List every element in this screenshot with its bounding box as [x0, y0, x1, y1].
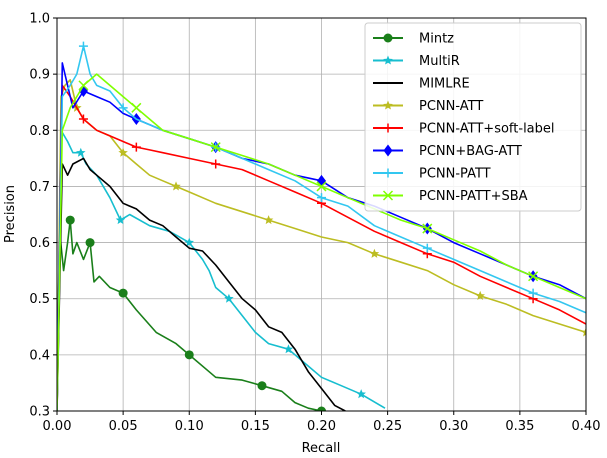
legend-item: PCNN-PATT	[373, 167, 491, 182]
legend-item: PCNN+BAG-ATT	[373, 144, 522, 159]
x-tick-label: 0.00	[43, 419, 72, 434]
legend-marker	[383, 33, 393, 43]
x-tick-label: 0.15	[241, 419, 270, 434]
data-point	[118, 288, 128, 298]
legend-item: MIMLRE	[373, 77, 470, 92]
data-point	[356, 389, 366, 399]
y-tick-label: 0.3	[29, 405, 50, 420]
data-point	[224, 293, 234, 303]
x-tick-label: 0.30	[439, 419, 468, 434]
data-point	[131, 142, 141, 152]
data-point	[528, 271, 539, 282]
series-pcnn-patt	[57, 41, 586, 411]
legend-label: PCNN-ATT	[419, 99, 483, 114]
legend-label: MIMLRE	[419, 77, 470, 92]
data-point	[317, 406, 326, 411]
y-tick-label: 0.5	[29, 292, 50, 307]
x-tick-label: 0.20	[307, 419, 336, 434]
x-axis-title: Recall	[302, 441, 341, 456]
axis-ticks: 0.00 0.05 0.10 0.15 0.20 0.25 0.30 0.35 0.40 0.3 0…	[29, 12, 600, 435]
data-point	[257, 381, 267, 391]
legend-marker	[383, 123, 393, 133]
series-mintz	[57, 215, 326, 411]
series-line	[57, 84, 586, 411]
data-point	[317, 193, 326, 203]
legend-label: PCNN-PATT	[419, 167, 491, 182]
data-point	[78, 80, 89, 91]
y-tick-label: 0.6	[29, 236, 50, 251]
data-point	[171, 181, 181, 191]
x-tick-label: 0.40	[572, 419, 601, 434]
legend-item: PCNN-ATT+soft-label	[373, 122, 555, 137]
legend-box	[364, 22, 582, 212]
data-point	[283, 344, 294, 354]
y-tick-label: 0.7	[29, 180, 50, 195]
data-point	[118, 147, 128, 157]
data-point	[422, 243, 432, 253]
data-point	[115, 215, 126, 225]
legend-label: PCNN+BAG-ATT	[419, 144, 522, 159]
x-tick-label: 0.10	[175, 419, 204, 434]
data-point	[528, 288, 538, 298]
legend-item: MultiR	[373, 54, 460, 69]
legend-marker	[383, 144, 393, 157]
data-point	[78, 41, 88, 51]
y-tick-label: 0.9	[29, 68, 50, 83]
data-point	[263, 215, 274, 225]
data-point	[210, 142, 221, 153]
data-point	[85, 238, 95, 248]
data-point	[76, 147, 86, 157]
legend-marker	[383, 100, 393, 110]
data-point	[211, 159, 221, 169]
legend-marker	[382, 190, 394, 201]
legend-item: PCNN-ATT	[373, 99, 483, 114]
data-point	[184, 350, 194, 360]
series-multir	[57, 129, 386, 411]
legend-marker	[383, 55, 393, 65]
data-point	[65, 215, 75, 225]
data-point	[581, 327, 586, 337]
series-mimlre	[57, 157, 346, 411]
legend-label: Mintz	[419, 32, 454, 47]
data-point	[369, 248, 380, 258]
y-tick-label: 0.8	[29, 124, 50, 139]
data-point	[78, 114, 88, 124]
data-point	[316, 181, 327, 192]
x-tick-label: 0.05	[109, 419, 138, 434]
x-tick-label: 0.35	[505, 419, 534, 434]
series-pcnn-att-soft-label	[57, 84, 586, 411]
data-point	[184, 237, 195, 247]
legend-item: Mintz	[373, 32, 454, 47]
series-pcnn-patt-sba	[57, 73, 586, 411]
y-axis-title: Precision	[3, 185, 18, 243]
data-point	[422, 223, 433, 234]
legend: Mintz MultiR MIMLRE PCNN-ATT PCNN-ATT+soft-l…	[364, 22, 582, 212]
legend-label: MultiR	[419, 54, 460, 69]
data-point	[475, 290, 485, 300]
y-tick-label: 1.0	[29, 12, 50, 27]
legend-label: PCNN-PATT+SBA	[419, 189, 528, 204]
legend-item: PCNN-PATT+SBA	[373, 189, 528, 204]
data-point	[131, 102, 142, 113]
legend-label: PCNN-ATT+soft-label	[419, 122, 555, 137]
legend-marker	[383, 168, 393, 178]
series-line	[57, 45, 586, 411]
x-tick-label: 0.25	[373, 419, 402, 434]
y-tick-label: 0.4	[29, 348, 50, 363]
series-line	[57, 157, 346, 411]
data-point	[118, 103, 128, 113]
series-layer	[57, 41, 586, 411]
